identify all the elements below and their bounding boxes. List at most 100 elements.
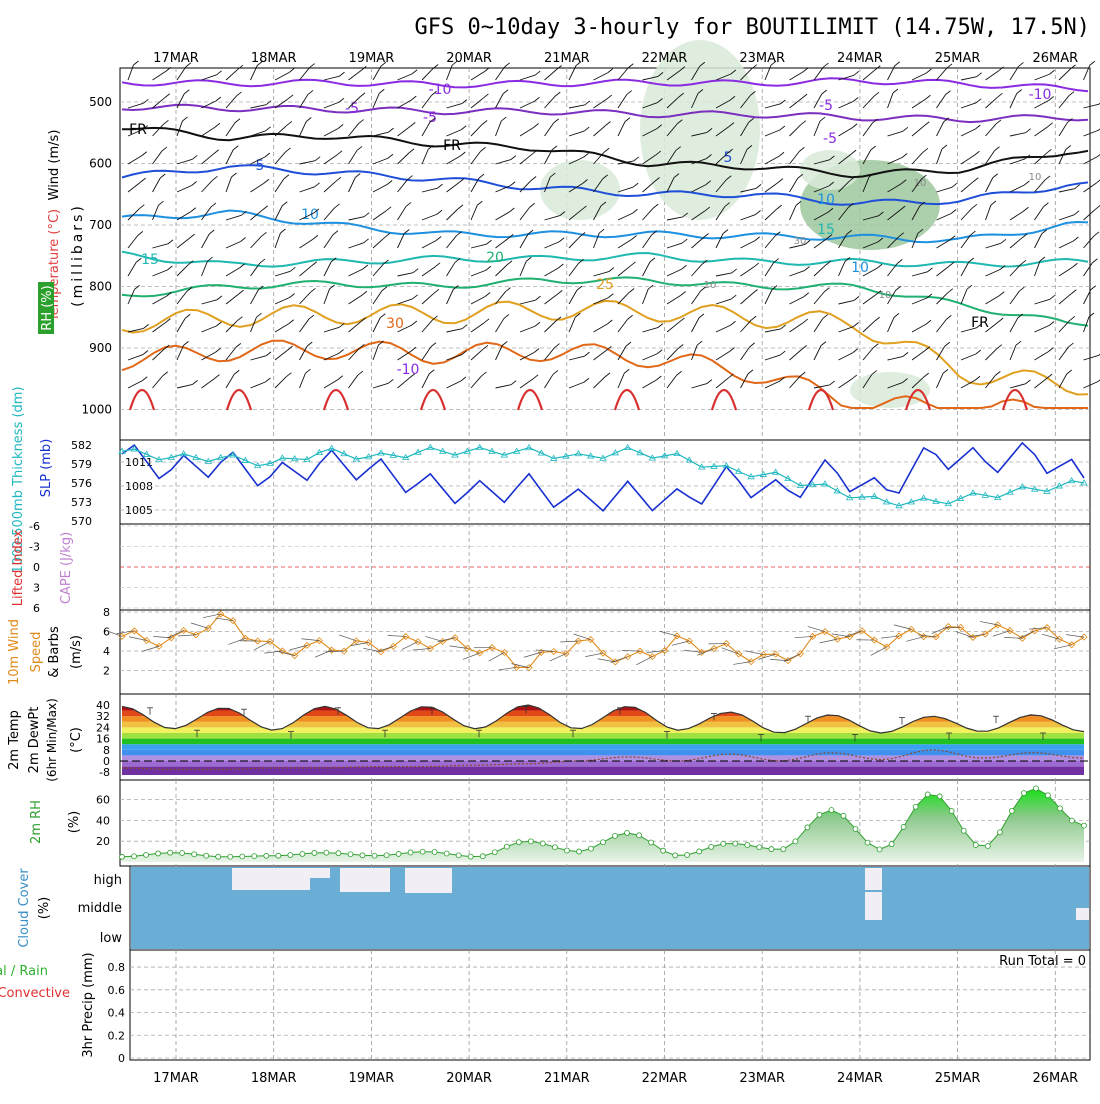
wind-barb bbox=[1059, 215, 1074, 220]
wind-barb-flag bbox=[991, 201, 996, 205]
contour-label: 10 bbox=[704, 280, 717, 291]
wind-barb bbox=[667, 217, 683, 220]
wind-barb bbox=[594, 350, 607, 360]
isotherm--5 bbox=[122, 105, 1088, 122]
wind-barb bbox=[692, 238, 704, 248]
rh-point bbox=[228, 854, 233, 859]
wind-barb-flag bbox=[462, 325, 467, 329]
wind-barb-10m bbox=[660, 631, 677, 636]
wind-barb-10m bbox=[550, 654, 566, 661]
wind-barb bbox=[300, 373, 306, 388]
wind-barb bbox=[177, 318, 185, 332]
wind-barb-flag bbox=[707, 380, 712, 384]
wind-barb-flag bbox=[945, 342, 950, 346]
rh-point bbox=[372, 853, 377, 858]
wind-barb-flag bbox=[215, 348, 220, 352]
rh-point bbox=[432, 849, 437, 854]
wind-barb bbox=[569, 105, 585, 108]
wind-barb-flag bbox=[1067, 370, 1072, 374]
wind-barb bbox=[226, 294, 239, 304]
wind-barb bbox=[961, 129, 975, 136]
rh-point bbox=[180, 850, 185, 855]
contour-label: 10 bbox=[851, 260, 869, 276]
wind-barb bbox=[153, 244, 168, 248]
wind-barb bbox=[937, 266, 950, 276]
wind-barb-flag bbox=[973, 178, 978, 182]
wind-barb bbox=[618, 213, 633, 220]
wind-barb-flag bbox=[780, 126, 785, 130]
rh-point bbox=[348, 852, 353, 857]
wind-barb-flag bbox=[510, 182, 515, 186]
wind-barb-flag bbox=[412, 70, 417, 74]
wind-barb bbox=[447, 156, 461, 164]
wind-barb-flag bbox=[756, 184, 761, 188]
rh-point bbox=[793, 839, 798, 844]
wind-barb bbox=[520, 154, 532, 164]
pressure-tick-label: 500 bbox=[89, 95, 112, 109]
rh-point bbox=[721, 841, 726, 846]
wind-barb-flag bbox=[364, 213, 369, 217]
wind-barb-flag bbox=[821, 342, 826, 346]
wind-barb-flag bbox=[854, 296, 859, 300]
wind-barb-flag bbox=[999, 292, 1004, 296]
wind-barb-flag bbox=[288, 95, 293, 99]
precip-ylabel: 3hr Precip (mm) bbox=[81, 952, 96, 1057]
precip-tick: 0.8 bbox=[108, 961, 126, 974]
wind-barb-flag bbox=[802, 94, 807, 98]
wind-barb-flag bbox=[411, 347, 416, 351]
wind-barb bbox=[594, 272, 609, 276]
wind-barb-flag bbox=[552, 146, 557, 150]
wind-barb-flag bbox=[357, 146, 362, 150]
rh-point bbox=[300, 851, 305, 856]
wind-barb bbox=[153, 296, 167, 304]
temp-band bbox=[122, 750, 1084, 756]
rh-tick: 40 bbox=[96, 814, 110, 827]
wind-barb-10m bbox=[376, 646, 393, 652]
wind-barb-flag bbox=[184, 341, 189, 345]
wind-barb bbox=[128, 156, 142, 164]
wind-barb bbox=[398, 153, 410, 164]
wind-barb-flag bbox=[1069, 92, 1074, 96]
wind-barb-10m bbox=[980, 621, 998, 624]
wind-barb-flag bbox=[952, 183, 957, 187]
wind-barb-flag bbox=[479, 174, 484, 178]
wind-barb-flag bbox=[605, 373, 610, 377]
wind-barb-flag bbox=[628, 64, 633, 68]
wind-barb bbox=[594, 377, 606, 388]
wind-tick: 4 bbox=[103, 645, 110, 658]
wind-barb bbox=[471, 244, 487, 248]
rh-shading bbox=[800, 150, 860, 190]
wind-barb-flag bbox=[658, 324, 663, 328]
wind-barb-flag bbox=[852, 124, 857, 128]
wind-barb-flag bbox=[266, 352, 271, 356]
wind-barb-flag bbox=[338, 124, 343, 128]
wind-barb bbox=[177, 185, 192, 192]
wind-barb-flag bbox=[975, 376, 980, 380]
contour-label: 10 bbox=[817, 192, 835, 208]
wind-barb-flag bbox=[650, 258, 655, 262]
wind-barb-flag bbox=[628, 315, 633, 319]
date-label-bottom: 17MAR bbox=[153, 1071, 199, 1086]
wind-barb-flag bbox=[135, 285, 140, 289]
wind-barb bbox=[373, 184, 387, 192]
wind-barb-flag bbox=[434, 289, 439, 293]
wind-barb-flag bbox=[731, 295, 736, 299]
wind-barb bbox=[814, 292, 824, 304]
wind-barb bbox=[643, 262, 651, 276]
wind-barb bbox=[986, 349, 997, 360]
wind-barb-flag bbox=[748, 370, 753, 374]
wind-barb-flag bbox=[854, 323, 859, 327]
wind-barb-10m bbox=[489, 652, 505, 661]
wind-barb bbox=[1010, 238, 1022, 248]
wind-barb bbox=[226, 150, 233, 164]
contour-label: 10 bbox=[1029, 172, 1042, 183]
wind-barb bbox=[153, 151, 162, 164]
wind-barb bbox=[398, 273, 414, 276]
wind-barb bbox=[471, 151, 481, 164]
wind-barb bbox=[496, 67, 505, 80]
wind-barb bbox=[1084, 381, 1099, 388]
wind-barb bbox=[790, 178, 798, 192]
wind-barb bbox=[912, 73, 926, 80]
wind-barb bbox=[863, 70, 875, 80]
wind-barb bbox=[177, 384, 193, 388]
